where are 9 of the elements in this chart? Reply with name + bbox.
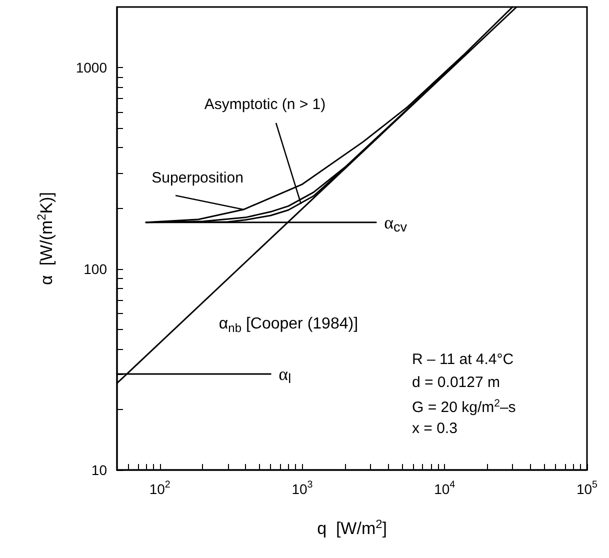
y-tick-label: 10 xyxy=(91,462,108,478)
annotation: R – 11 at 4.4°C xyxy=(412,351,514,368)
annotation: Asymptotic (n > 1) xyxy=(204,96,326,113)
y-axis-title: α [W/(m2K)] xyxy=(34,192,56,285)
annotation: d = 0.0127 m xyxy=(412,374,500,391)
annotation: x = 0.3 xyxy=(412,420,458,437)
annotation: Superposition xyxy=(152,170,244,187)
y-tick-label: 1000 xyxy=(76,60,108,76)
y-tick-label: 100 xyxy=(84,260,108,277)
